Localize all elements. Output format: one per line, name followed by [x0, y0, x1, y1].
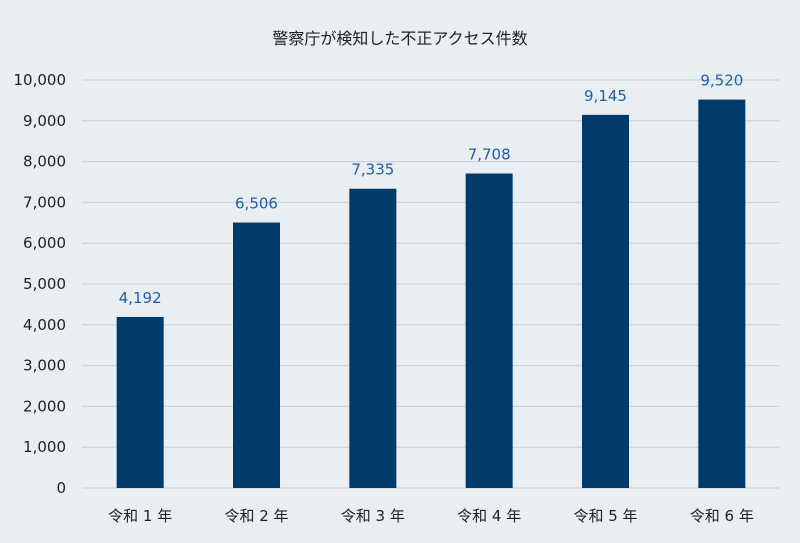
x-tick-label: 令和 1 年 [108, 507, 172, 525]
bar [582, 114, 629, 488]
x-tick-label: 令和 4 年 [457, 507, 521, 525]
bar [698, 99, 746, 489]
y-tick-label: 10,000 [14, 71, 67, 89]
x-tick-label: 令和 3 年 [341, 507, 405, 525]
x-tick-label: 令和 2 年 [224, 507, 288, 525]
data-label: 6,506 [235, 195, 278, 213]
data-labels: 4,192 6,506 7,335 7,708 9,145 9,520 [119, 72, 744, 307]
y-tick-label: 8,000 [23, 153, 66, 171]
data-label: 9,520 [700, 72, 743, 90]
y-tick-label: 0 [56, 479, 66, 497]
y-axis-ticks: 0 1,000 2,000 3,000 4,000 5,000 6,000 7,000 8,00… [14, 71, 67, 497]
y-tick-label: 3,000 [23, 357, 66, 375]
y-tick-label: 1,000 [23, 438, 66, 456]
data-label: 9,145 [584, 87, 627, 105]
bar [465, 173, 513, 488]
y-tick-label: 4,000 [23, 316, 66, 334]
y-tick-label: 7,000 [23, 193, 66, 211]
data-label: 4,192 [119, 289, 162, 307]
y-tick-label: 2,000 [23, 397, 66, 415]
bar [116, 316, 164, 488]
x-tick-label: 令和 5 年 [573, 507, 637, 525]
bars [116, 99, 746, 489]
bar [349, 188, 397, 488]
y-tick-label: 6,000 [23, 234, 66, 252]
bar [233, 222, 280, 488]
x-tick-label: 令和 6 年 [690, 507, 754, 525]
gridlines [82, 79, 780, 489]
y-tick-label: 5,000 [23, 275, 66, 293]
data-label: 7,708 [468, 146, 511, 164]
data-label: 7,335 [351, 161, 394, 179]
y-tick-label: 9,000 [23, 112, 66, 130]
x-axis-ticks: 令和 1 年 令和 2 年 令和 3 年 令和 4 年 令和 5 年 令和 6 年 [108, 507, 754, 525]
chart-title: 警察庁が検知した不正アクセス件数 [272, 29, 527, 48]
